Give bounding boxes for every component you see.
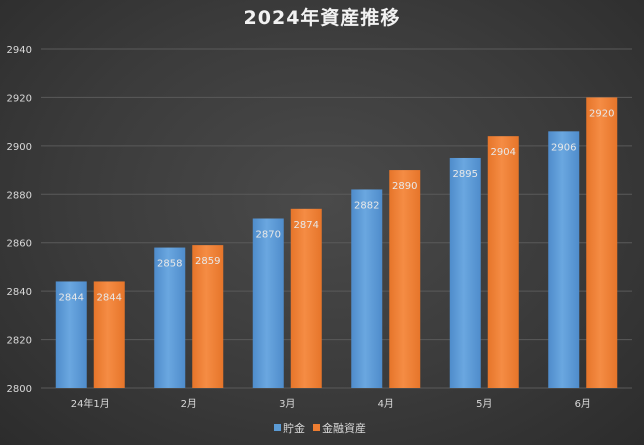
data-label: 2882: [354, 200, 379, 211]
y-tick-label: 2860: [7, 239, 32, 250]
x-tick-label: 6月: [575, 398, 591, 410]
y-tick-label: 2880: [7, 190, 32, 201]
data-label: 2920: [589, 108, 614, 119]
chart-title: 2024年資産推移: [244, 6, 401, 29]
data-label: 2870: [256, 230, 281, 241]
bar-financial-assets: [586, 97, 618, 388]
y-tick-label: 2840: [7, 287, 32, 298]
y-tick-label: 2940: [7, 45, 32, 56]
y-tick-label: 2900: [7, 142, 32, 153]
bar-savings: [548, 131, 580, 389]
x-tick-label: 5月: [476, 398, 492, 410]
bar-financial-assets: [290, 208, 322, 388]
bar-savings: [449, 157, 481, 388]
data-label: 2859: [195, 256, 220, 267]
x-tick-label: 24年1月: [71, 397, 110, 410]
y-tick-label: 2820: [7, 336, 32, 347]
bar-financial-assets: [487, 136, 519, 388]
data-label: 2874: [294, 220, 319, 231]
bar-savings: [154, 247, 186, 388]
x-tick-label: 2月: [181, 398, 197, 410]
data-label: 2904: [491, 147, 516, 158]
data-label: 2906: [551, 142, 576, 153]
legend-label: 貯金: [283, 421, 305, 435]
bar-financial-assets: [93, 281, 125, 388]
data-label: 2895: [453, 169, 478, 180]
bar-financial-assets: [192, 245, 224, 388]
y-tick-label: 2800: [7, 384, 32, 395]
bar-savings: [55, 281, 87, 388]
bar-savings: [351, 189, 383, 388]
y-tick-label: 2920: [7, 93, 32, 104]
legend-swatch: [274, 424, 281, 431]
x-tick-label: 4月: [378, 398, 394, 410]
legend-swatch: [313, 424, 320, 431]
legend-label: 金融資産: [322, 421, 366, 435]
data-label: 2844: [97, 292, 122, 303]
data-label: 2858: [157, 259, 182, 270]
bar-financial-assets: [389, 170, 421, 388]
bar-savings: [252, 218, 284, 388]
data-label: 2844: [59, 292, 84, 303]
x-tick-label: 3月: [279, 398, 295, 410]
data-label: 2890: [392, 181, 417, 192]
